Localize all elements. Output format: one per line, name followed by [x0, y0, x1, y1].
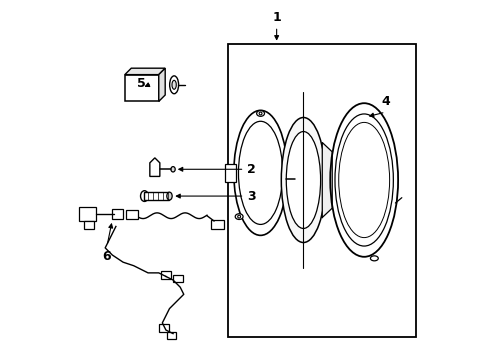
Ellipse shape [256, 111, 264, 116]
Text: 2: 2 [247, 163, 256, 176]
Polygon shape [149, 158, 160, 176]
Ellipse shape [370, 256, 378, 261]
Text: 6: 6 [102, 250, 111, 263]
Ellipse shape [329, 103, 397, 257]
Bar [160, 271, 171, 279]
Text: 1: 1 [272, 11, 281, 24]
Ellipse shape [294, 176, 298, 182]
Ellipse shape [259, 112, 262, 115]
Text: 4: 4 [381, 95, 389, 108]
Ellipse shape [238, 121, 282, 224]
Ellipse shape [285, 131, 320, 229]
Bar [211, 220, 224, 229]
Ellipse shape [171, 167, 175, 172]
Polygon shape [159, 68, 165, 102]
Bar [126, 210, 138, 219]
Ellipse shape [233, 111, 287, 235]
Ellipse shape [172, 80, 176, 89]
Bar [173, 275, 183, 282]
Bar [79, 207, 96, 221]
Bar [159, 324, 169, 332]
Polygon shape [124, 75, 159, 102]
Text: 5: 5 [136, 77, 145, 90]
Bar [228, 44, 415, 337]
Polygon shape [124, 68, 165, 75]
Ellipse shape [338, 122, 389, 238]
Bar [224, 164, 235, 182]
Bar [112, 209, 123, 219]
Text: 3: 3 [247, 190, 255, 203]
Ellipse shape [235, 214, 243, 220]
Bar [144, 192, 169, 201]
Ellipse shape [140, 191, 148, 202]
Ellipse shape [166, 192, 172, 200]
Ellipse shape [169, 76, 178, 94]
Ellipse shape [281, 117, 325, 243]
Bar [166, 332, 175, 339]
Bar [84, 221, 94, 229]
Ellipse shape [334, 114, 392, 246]
Ellipse shape [237, 215, 240, 218]
Polygon shape [322, 143, 331, 217]
